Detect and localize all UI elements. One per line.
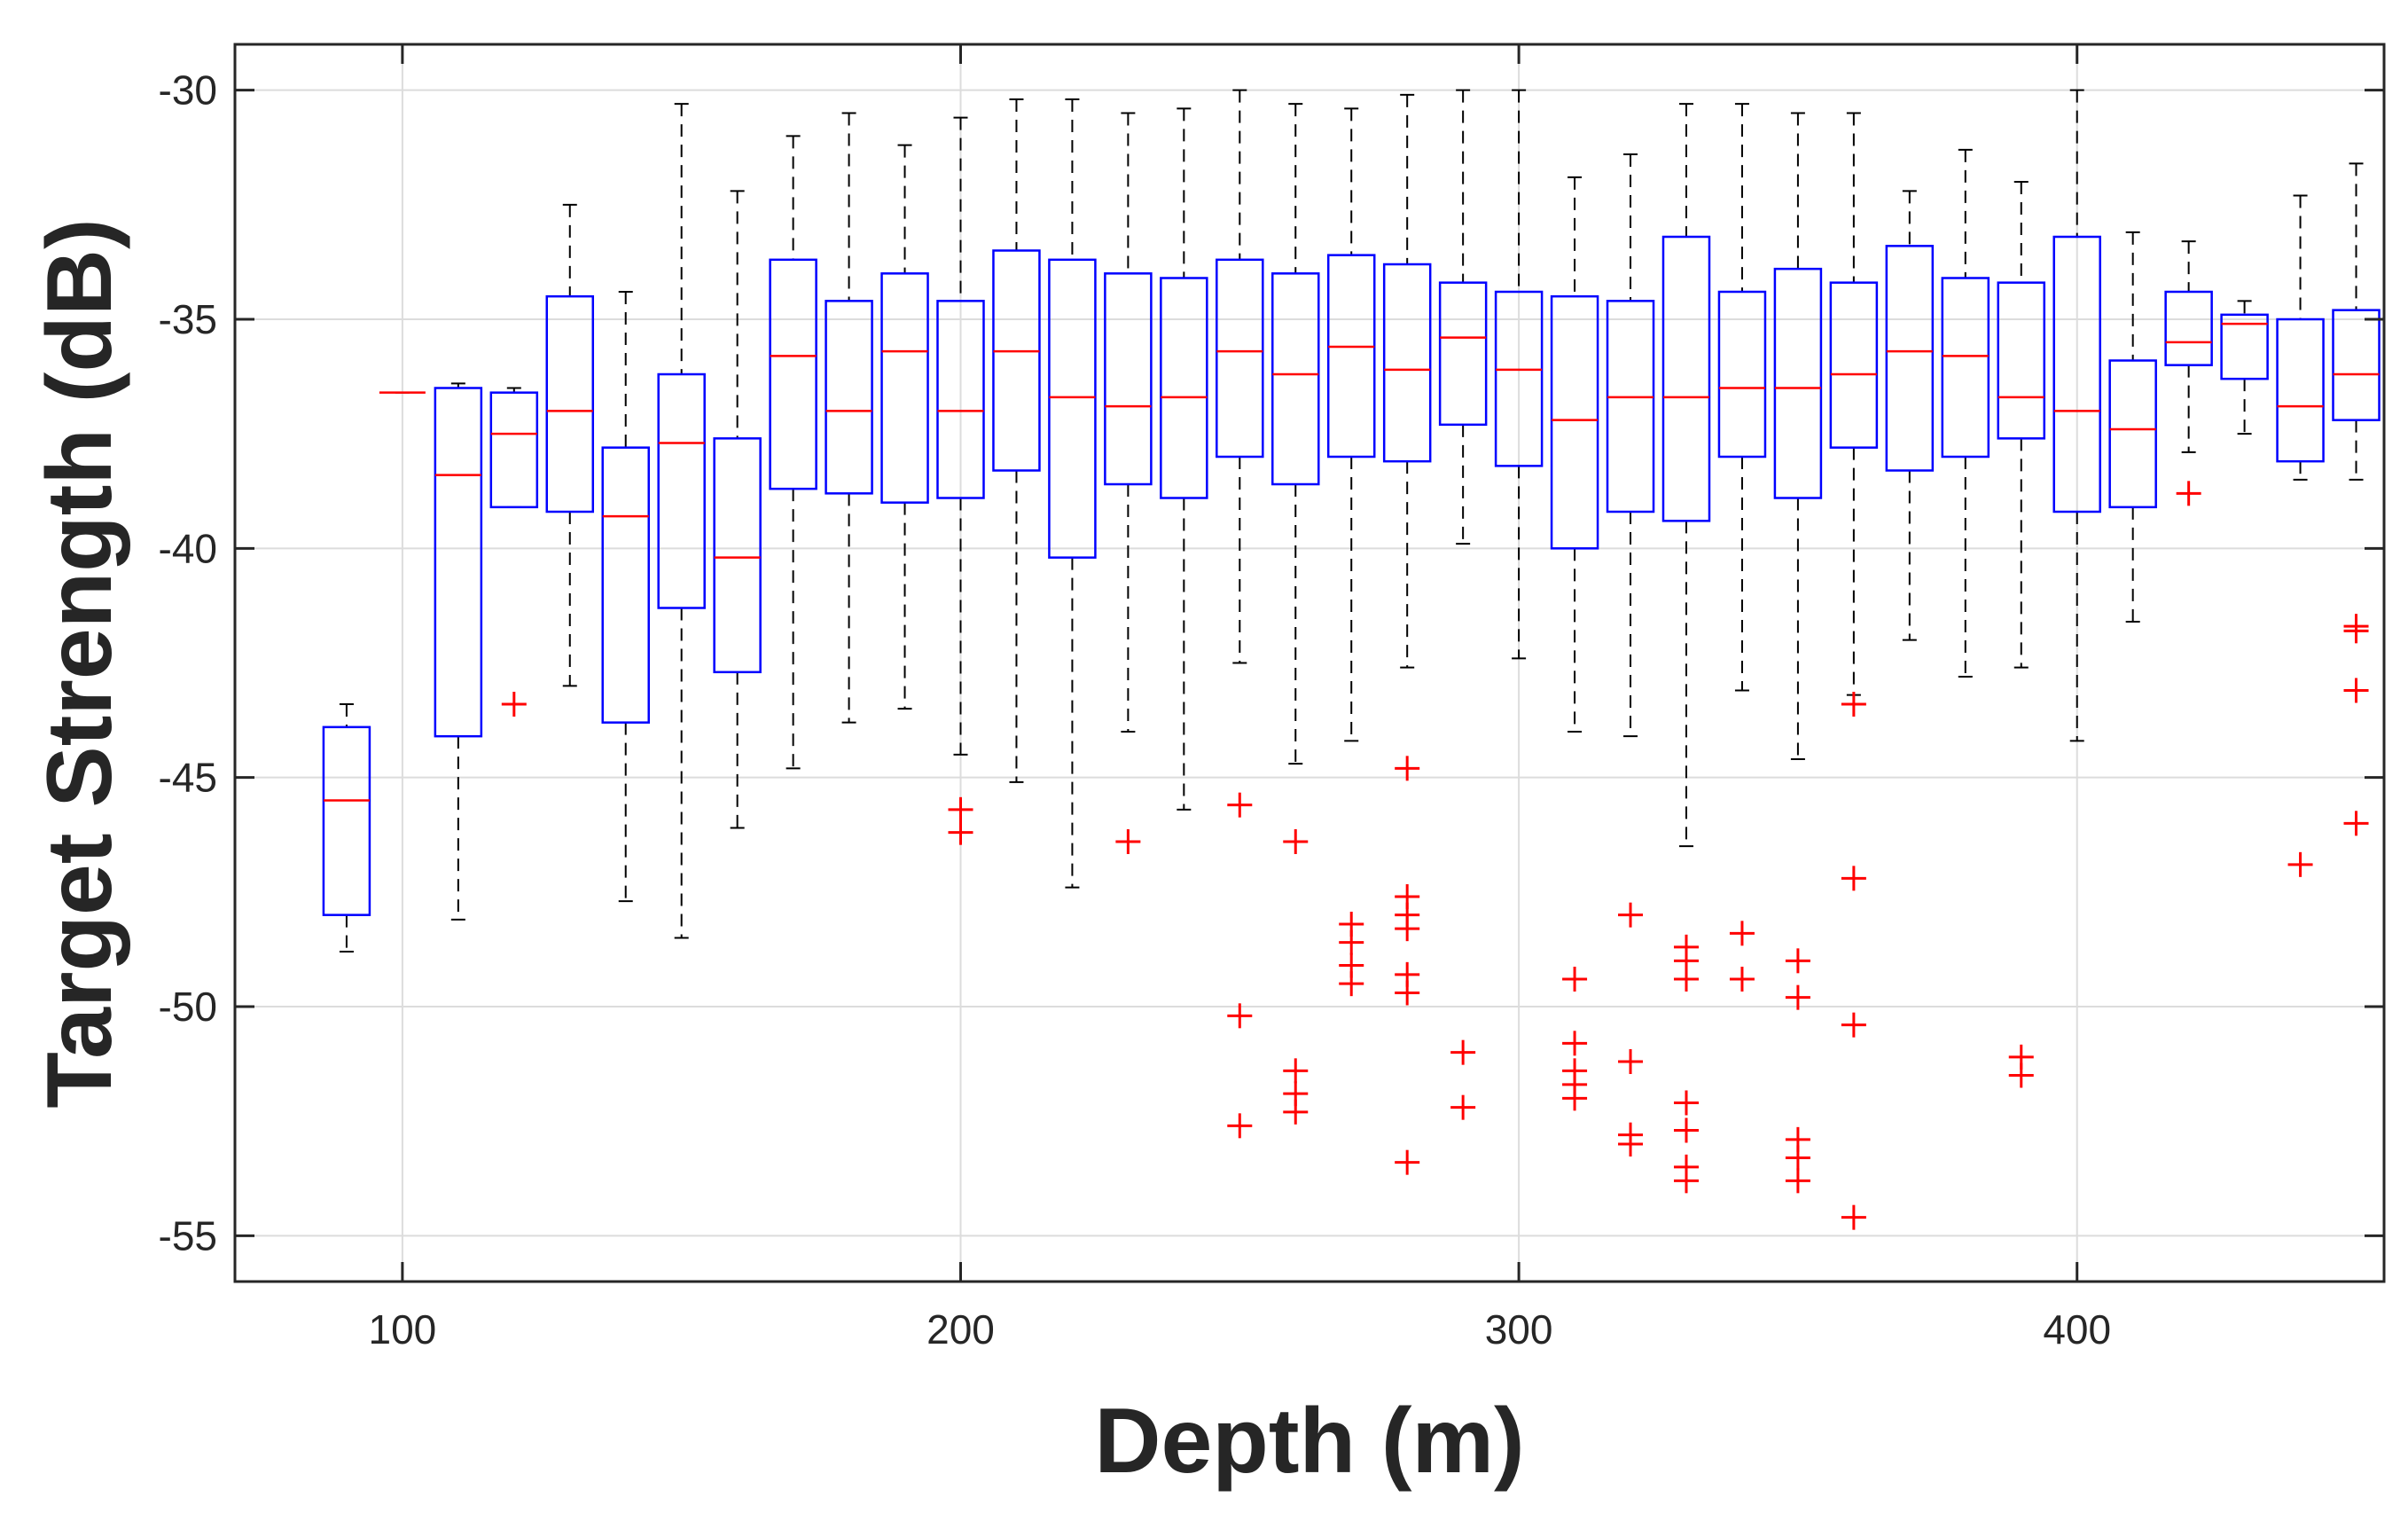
- box-group: [1885, 190, 1935, 641]
- box-group: [1326, 107, 1376, 997]
- x-tick-label: 400: [2043, 1306, 2111, 1352]
- y-tick-label: -30: [159, 67, 217, 114]
- box-iqr: [657, 372, 706, 609]
- box-group: [601, 291, 650, 903]
- box-group: [434, 382, 483, 921]
- box-iqr: [545, 294, 595, 514]
- y-tick-label: -35: [159, 296, 217, 342]
- box-iqr: [1438, 281, 1488, 427]
- box-group: [1941, 148, 1990, 678]
- box-group: [2052, 89, 2101, 742]
- boxes-layer: [322, 89, 2381, 1230]
- plot-area-frame: [233, 43, 2386, 1283]
- box-iqr: [713, 437, 762, 674]
- box-group: [1104, 112, 1153, 854]
- box-iqr: [880, 272, 929, 504]
- box-iqr: [1997, 281, 2046, 440]
- box-iqr: [1326, 254, 1376, 459]
- x-tick-label: 300: [1485, 1306, 1553, 1352]
- box-iqr: [601, 446, 650, 724]
- box-iqr: [322, 725, 371, 916]
- box-group: [1382, 93, 1432, 1175]
- box-group: [545, 203, 595, 687]
- box-iqr: [1829, 281, 1879, 449]
- box-iqr: [769, 258, 817, 490]
- box-group: [1773, 112, 1823, 1194]
- box-group: [657, 103, 706, 939]
- box-group: [1829, 112, 1879, 1230]
- tick-labels: 100 200 300 400 -30 -35 -40 -45 -50 -55: [159, 67, 2112, 1352]
- box-iqr: [1216, 258, 1264, 459]
- box-group: [880, 144, 929, 710]
- tick-marks: [235, 44, 2384, 1282]
- box-iqr: [2052, 235, 2101, 514]
- box-group: [2332, 162, 2381, 836]
- box-group: [1550, 176, 1599, 1111]
- box-iqr: [825, 300, 873, 495]
- box-group: [1997, 181, 2046, 1088]
- box-iqr: [1885, 245, 1935, 472]
- x-tick-label: 100: [369, 1306, 437, 1352]
- box-iqr: [1661, 235, 1711, 522]
- box-iqr: [1104, 272, 1153, 486]
- box-iqr: [1271, 272, 1320, 486]
- box-group: [1160, 107, 1208, 811]
- y-tick-label: -40: [159, 525, 217, 571]
- box-group: [2220, 300, 2269, 435]
- box-iqr: [1717, 290, 1767, 459]
- box-group: [713, 190, 762, 829]
- box-group: [1216, 89, 1264, 1139]
- box-iqr: [1048, 258, 1097, 559]
- box-iqr: [1606, 300, 1655, 514]
- box-iqr: [489, 391, 539, 509]
- box-group: [2164, 240, 2213, 506]
- box-group: [936, 116, 985, 845]
- box-iqr: [1382, 263, 1432, 463]
- box-group: [1661, 103, 1711, 1194]
- box-iqr: [2276, 318, 2325, 463]
- box-iqr: [2108, 359, 2157, 509]
- box-iqr: [1941, 277, 1990, 459]
- box-iqr: [936, 300, 985, 499]
- box-group: [992, 98, 1041, 783]
- box-group: [1606, 153, 1655, 1156]
- y-tick-label: -55: [159, 1212, 217, 1258]
- x-tick-label: 200: [926, 1306, 995, 1352]
- box-group: [769, 135, 817, 770]
- box-iqr: [434, 387, 483, 738]
- box-group: [2108, 231, 2157, 623]
- box-group: [322, 703, 371, 953]
- box-iqr: [2220, 313, 2269, 380]
- box-iqr: [992, 249, 1041, 472]
- box-group: [825, 112, 873, 724]
- box-iqr: [2164, 290, 2213, 366]
- box-group: [1494, 89, 1544, 660]
- box-iqr: [2332, 309, 2381, 421]
- x-axis-title: Depth (m): [1094, 1390, 1524, 1493]
- box-group: [1438, 89, 1488, 1120]
- box-iqr: [1773, 267, 1823, 499]
- box-iqr: [1494, 290, 1544, 467]
- box-group: [1271, 103, 1320, 1125]
- y-tick-label: -45: [159, 755, 217, 801]
- y-tick-label: -50: [159, 984, 217, 1030]
- grid-lines: [235, 44, 2384, 1282]
- box-group: [1717, 103, 1767, 992]
- box-iqr: [1160, 277, 1208, 499]
- box-group: [1048, 98, 1097, 889]
- box-group: [489, 387, 539, 717]
- box-iqr: [1550, 294, 1599, 550]
- box-group: [2276, 194, 2325, 877]
- y-axis-title: Target Strength (dB): [28, 218, 131, 1108]
